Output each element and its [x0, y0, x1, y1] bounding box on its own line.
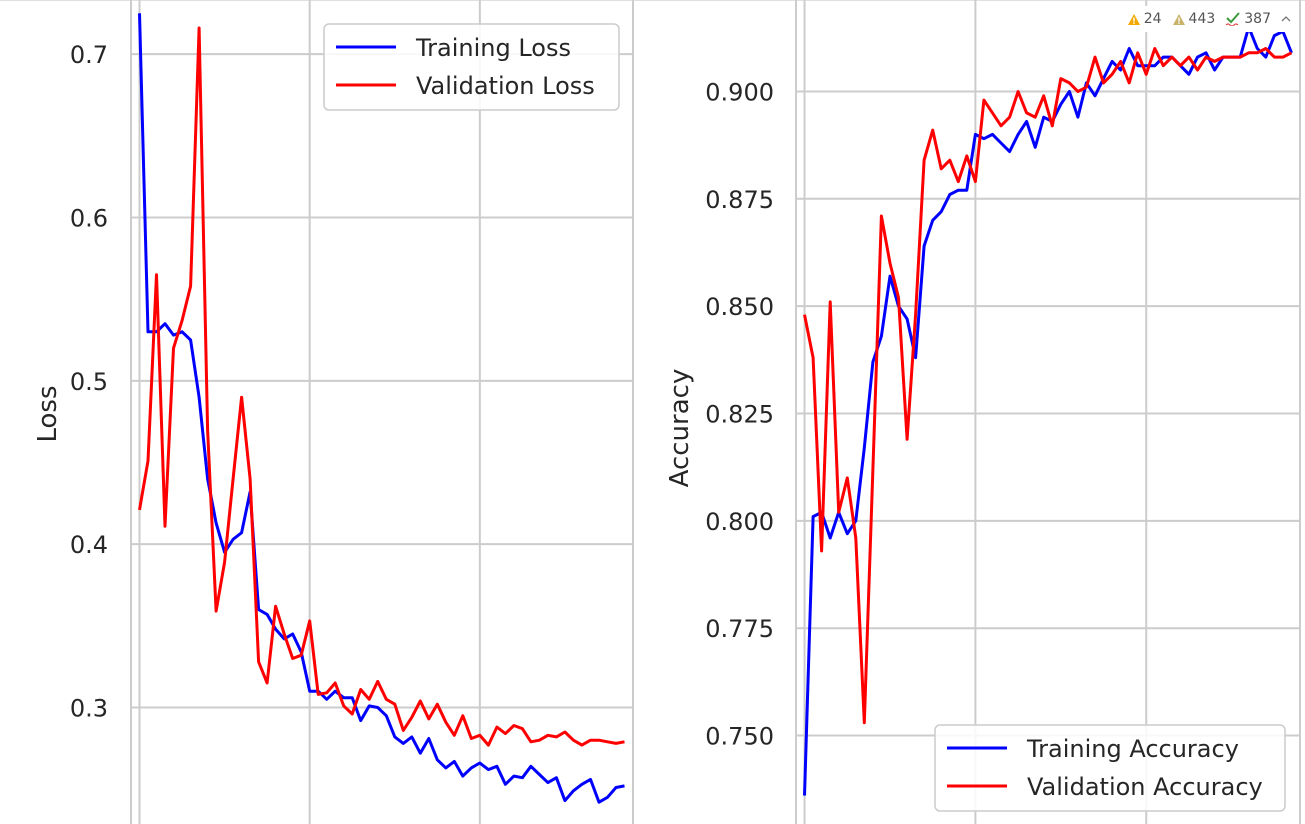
accuracy-y-tick-label: 0.825 — [705, 401, 774, 429]
accuracy-legend-label: Validation Accuracy — [1027, 773, 1263, 801]
accuracy-legend-label: Training Accuracy — [1026, 735, 1239, 763]
accuracy-y-tick-label: 0.875 — [705, 186, 774, 214]
top-divider — [0, 0, 1305, 1]
accuracy-y-tick-label: 0.900 — [705, 78, 774, 106]
weak-warning-icon — [1172, 13, 1185, 25]
loss-chart: 0.3 0.4 0.5 0.6 0.7 Loss Training Loss Validati… — [33, 0, 634, 824]
typos-indicator[interactable]: 387 — [1225, 11, 1271, 27]
loss-y-tick-label: 0.3 — [70, 695, 108, 723]
accuracy-y-tick-label: 0.750 — [705, 723, 774, 751]
loss-y-axis-label: Loss — [33, 385, 63, 442]
loss-legend: Training Loss Validation Loss — [323, 23, 620, 111]
loss-series-training-line — [138, 13, 625, 804]
accuracy-y-tick-label: 0.800 — [705, 508, 774, 536]
chevron-up-icon[interactable] — [1281, 15, 1291, 23]
accuracy-legend: Training Accuracy Validation Accuracy — [934, 724, 1286, 812]
typo-check-icon — [1225, 12, 1241, 26]
inspection-status-bar[interactable]: 24 443 387 — [1120, 6, 1297, 32]
weak-warnings-count: 443 — [1188, 11, 1216, 27]
weak-warnings-indicator[interactable]: 443 — [1172, 11, 1216, 27]
accuracy-y-axis-label: Accuracy — [665, 369, 695, 488]
loss-y-tick-label: 0.5 — [70, 368, 108, 396]
warnings-count: 24 — [1143, 11, 1162, 27]
accuracy-y-tick-label: 0.850 — [705, 293, 774, 321]
accuracy-legend-box — [934, 724, 1286, 812]
warnings-indicator[interactable]: 24 — [1127, 11, 1162, 27]
accuracy-chart: 0.750 0.775 0.800 0.825 0.850 0.875 0.900 Accur… — [665, 0, 1301, 824]
loss-legend-box — [323, 23, 620, 111]
loss-legend-label: Validation Loss — [416, 72, 595, 100]
accuracy-series-training-line — [803, 25, 1293, 796]
accuracy-y-tick-label: 0.775 — [705, 615, 774, 643]
loss-y-tick-label: 0.6 — [70, 205, 108, 233]
accuracy-series-validation-line — [803, 47, 1293, 725]
typos-count: 387 — [1244, 11, 1271, 27]
warning-icon — [1127, 13, 1140, 25]
loss-y-tick-label: 0.4 — [70, 531, 108, 559]
loss-legend-label: Training Loss — [415, 34, 571, 62]
loss-y-tick-label: 0.7 — [70, 41, 108, 69]
loss-series-validation-line — [138, 26, 625, 747]
